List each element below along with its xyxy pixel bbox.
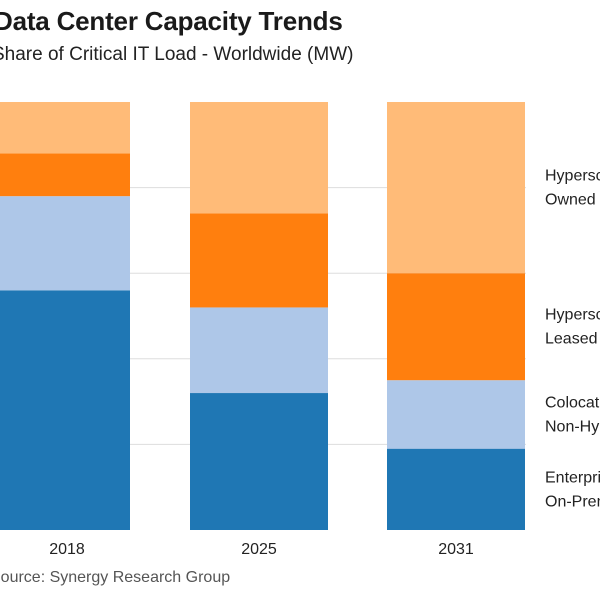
legend-label: EnterpriseOn-Premise bbox=[545, 469, 600, 510]
chart-subtitle: Share of Critical IT Load - Worldwide (M… bbox=[0, 44, 354, 65]
legend: EnterpriseOn-Premise ColocationNon-Hypers… bbox=[545, 168, 600, 511]
bar-segment-2018-colocation-non-hyperscale bbox=[0, 196, 130, 291]
bar-segment-2018-hyperscale-leased bbox=[0, 153, 130, 197]
legend-label: ColocationNon-Hyperscale bbox=[545, 394, 600, 435]
chart-title: Data Center Capacity Trends bbox=[0, 6, 343, 36]
bar-segment-2025-hyperscale-owned bbox=[190, 102, 328, 214]
bar-segment-2031-hyperscale-owned bbox=[387, 102, 525, 274]
bar-segment-2025-colocation-non-hyperscale bbox=[190, 307, 328, 394]
bar-segment-2031-hyperscale-leased bbox=[387, 273, 525, 381]
legend-label: HyperscaleLeased bbox=[545, 307, 600, 348]
bar-segment-2031-enterprise-on-premise bbox=[387, 448, 525, 530]
x-tick-label: 2025 bbox=[241, 541, 277, 558]
chart-source: Source: Synergy Research Group bbox=[0, 569, 231, 586]
bar-segment-2018-enterprise-on-premise bbox=[0, 290, 130, 530]
x-axis-ticks: 2018 2025 2031 bbox=[49, 541, 474, 558]
bar-segment-2031-colocation-non-hyperscale bbox=[387, 380, 525, 449]
bar-segment-2025-hyperscale-leased bbox=[190, 213, 328, 308]
bars bbox=[0, 102, 525, 530]
x-tick-label: 2031 bbox=[438, 541, 474, 558]
bar-segment-2025-enterprise-on-premise bbox=[190, 393, 328, 530]
bar-segment-2018-hyperscale-owned bbox=[0, 102, 130, 154]
legend-label: HyperscaleOwned bbox=[545, 168, 600, 209]
x-tick-label: 2018 bbox=[49, 541, 85, 558]
